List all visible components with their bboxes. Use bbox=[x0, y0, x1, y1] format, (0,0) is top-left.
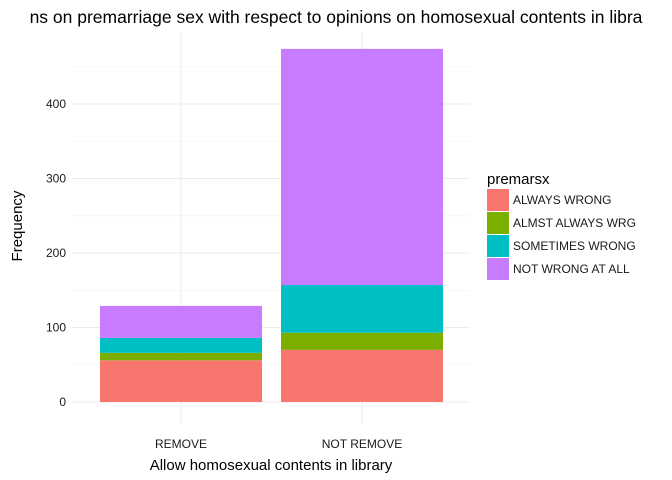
x-axis-ticks: REMOVE NOT REMOVE bbox=[155, 437, 402, 451]
bar-always-wrong-remove bbox=[100, 360, 262, 402]
bar-almst-always-wrg-not-remove bbox=[281, 332, 443, 350]
y-tick-label: 0 bbox=[59, 395, 66, 409]
legend-key bbox=[487, 212, 509, 234]
legend-label: ALWAYS WRONG bbox=[513, 193, 611, 207]
chart-title: ns on premarriage sex with respect to op… bbox=[30, 7, 643, 27]
bar-not-wrong-at-all-remove bbox=[100, 305, 262, 338]
x-tick-label: REMOVE bbox=[155, 437, 207, 451]
legend-key bbox=[487, 235, 509, 257]
y-tick-label: 200 bbox=[46, 246, 66, 260]
bar-sometimes-wrong-remove bbox=[100, 337, 262, 353]
y-axis-title: Frequency bbox=[9, 190, 26, 261]
legend: premarsx ALWAYS WRONG ALMST ALWAYS WRG SOM… bbox=[487, 171, 636, 280]
y-axis-ticks: 0 100 200 300 400 bbox=[46, 97, 66, 409]
legend-title: premarsx bbox=[487, 171, 550, 188]
legend-key bbox=[487, 189, 509, 211]
legend-label: NOT WRONG AT ALL bbox=[513, 262, 630, 276]
y-tick-label: 400 bbox=[46, 97, 66, 111]
y-tick-label: 100 bbox=[46, 321, 66, 335]
x-axis-title: Allow homosexual contents in library bbox=[150, 457, 393, 474]
legend-label: ALMST ALWAYS WRG bbox=[513, 216, 636, 230]
legend-key bbox=[487, 258, 509, 280]
legend-label: SOMETIMES WRONG bbox=[513, 239, 636, 253]
bar-sometimes-wrong-not-remove bbox=[281, 285, 443, 333]
bar-almst-always-wrg-remove bbox=[100, 352, 262, 361]
bar-always-wrong-not-remove bbox=[281, 349, 443, 402]
bars bbox=[100, 48, 443, 402]
bar-not-wrong-at-all-not-remove bbox=[281, 48, 443, 286]
x-tick-label: NOT REMOVE bbox=[322, 437, 402, 451]
y-tick-label: 300 bbox=[46, 172, 66, 186]
